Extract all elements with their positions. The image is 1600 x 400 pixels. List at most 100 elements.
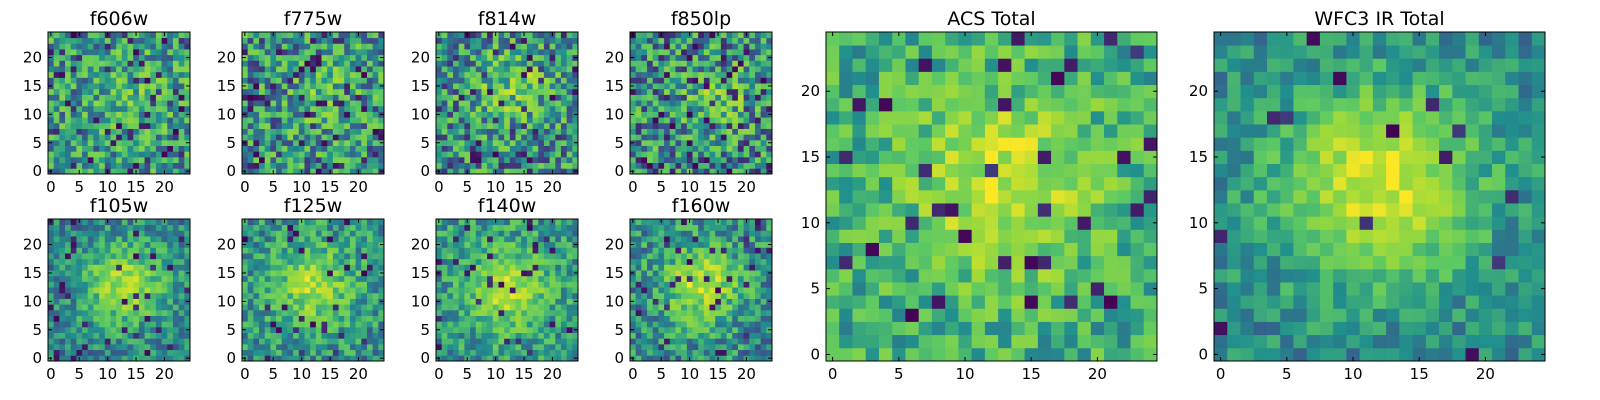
heatmap-cell [481,224,488,231]
heatmap-cell [760,304,767,311]
heatmap-cell [555,247,562,254]
heatmap-cell [481,162,488,169]
heatmap-cell [538,343,545,351]
heatmap-cell [447,349,454,356]
heatmap-cell [349,54,356,61]
heatmap-cell [281,253,288,260]
heatmap-cell [737,275,744,282]
heatmap-cell [87,139,94,146]
heatmap-cell [65,94,72,101]
heatmap-cell [310,145,317,152]
heatmap-cell [121,304,128,311]
heatmap-cell [560,162,568,169]
heatmap-cell [543,117,550,124]
heatmap-cell [635,94,642,101]
heatmap-cell [754,151,762,158]
heatmap-cell [361,100,368,107]
heatmap-cell [703,117,710,124]
heatmap-cell [447,49,454,56]
heatmap-cell [743,287,750,294]
heatmap-cell [116,247,123,254]
heatmap-cell [515,241,522,248]
heatmap-cell [104,145,111,152]
heatmap-cell [172,43,180,50]
heatmap-cell [566,88,573,95]
heatmap-cell [366,281,374,288]
heatmap-cell [720,54,727,61]
heatmap-cell [487,49,494,56]
heatmap-cell [138,94,145,101]
heatmap-cell [298,128,305,135]
heatmap-cell [327,100,334,107]
heatmap-cell [749,145,756,152]
heatmap-cell [293,122,300,129]
heatmap-cell [110,332,117,339]
heatmap-cell [453,134,460,141]
heatmap-cell [104,247,111,254]
heatmap-cell [361,88,368,95]
heatmap-cell [686,349,693,356]
heatmap-cell [155,264,162,271]
heatmap-cell [555,355,562,362]
heatmap-cell [178,60,185,67]
heatmap-cell [298,304,305,311]
heatmap-cell [453,162,460,169]
heatmap-cell [172,32,180,39]
heatmap-cell [560,43,568,50]
heatmap-cell [304,321,311,328]
heatmap-cell [703,94,710,101]
heatmap-cell [138,224,145,231]
heatmap-cell [560,326,568,333]
heatmap-cell [749,88,756,95]
heatmap-cell [259,37,266,44]
heatmap-cell [543,77,550,84]
heatmap-cell [315,224,322,231]
heatmap-cell [99,230,106,237]
heatmap-cell [743,88,750,95]
heatmap-cell [686,71,693,78]
heatmap-cell [327,111,334,118]
heatmap-cell [509,134,516,141]
heatmap-cell [566,117,573,124]
heatmap-cell [732,304,739,311]
heatmap-cell [287,32,294,39]
heatmap-cell [458,54,465,61]
heatmap-cell [475,338,482,345]
heatmap-cell [48,122,55,129]
heatmap-cell [70,134,77,141]
heatmap-cell [65,264,72,271]
heatmap-cell [144,270,151,277]
heatmap-cell [715,298,722,305]
heatmap-cell [464,66,471,73]
heatmap-cell [487,270,494,277]
heatmap-cell [310,77,317,84]
heatmap-cell [526,343,533,351]
heatmap-cell [82,151,89,158]
heatmap-cell [178,88,185,95]
heatmap-cell [453,156,460,164]
heatmap-cell [543,275,550,282]
heatmap-cell [355,88,362,95]
heatmap-cell [521,71,528,78]
heatmap-cell [521,281,528,288]
heatmap-cell [327,49,334,56]
heatmap-cell [349,77,356,84]
heatmap-cell [121,111,128,118]
heatmap-cell [669,105,676,112]
heatmap-cell [144,332,151,339]
heatmap-cell [509,100,516,107]
heatmap-cell [560,145,568,152]
heatmap-cell [504,230,511,237]
heatmap-cell [138,343,145,351]
heatmap-cell [515,100,522,107]
heatmap-cell [635,134,642,141]
heatmap-cell [720,88,727,95]
heatmap-cell [70,37,77,44]
heatmap-cell [242,321,249,328]
heatmap-cell [133,156,140,164]
heatmap-cell [492,134,499,141]
heatmap-cell [543,66,550,73]
heatmap-cell [93,338,100,345]
heatmap-cell [355,66,362,73]
heatmap-cell [167,326,174,333]
